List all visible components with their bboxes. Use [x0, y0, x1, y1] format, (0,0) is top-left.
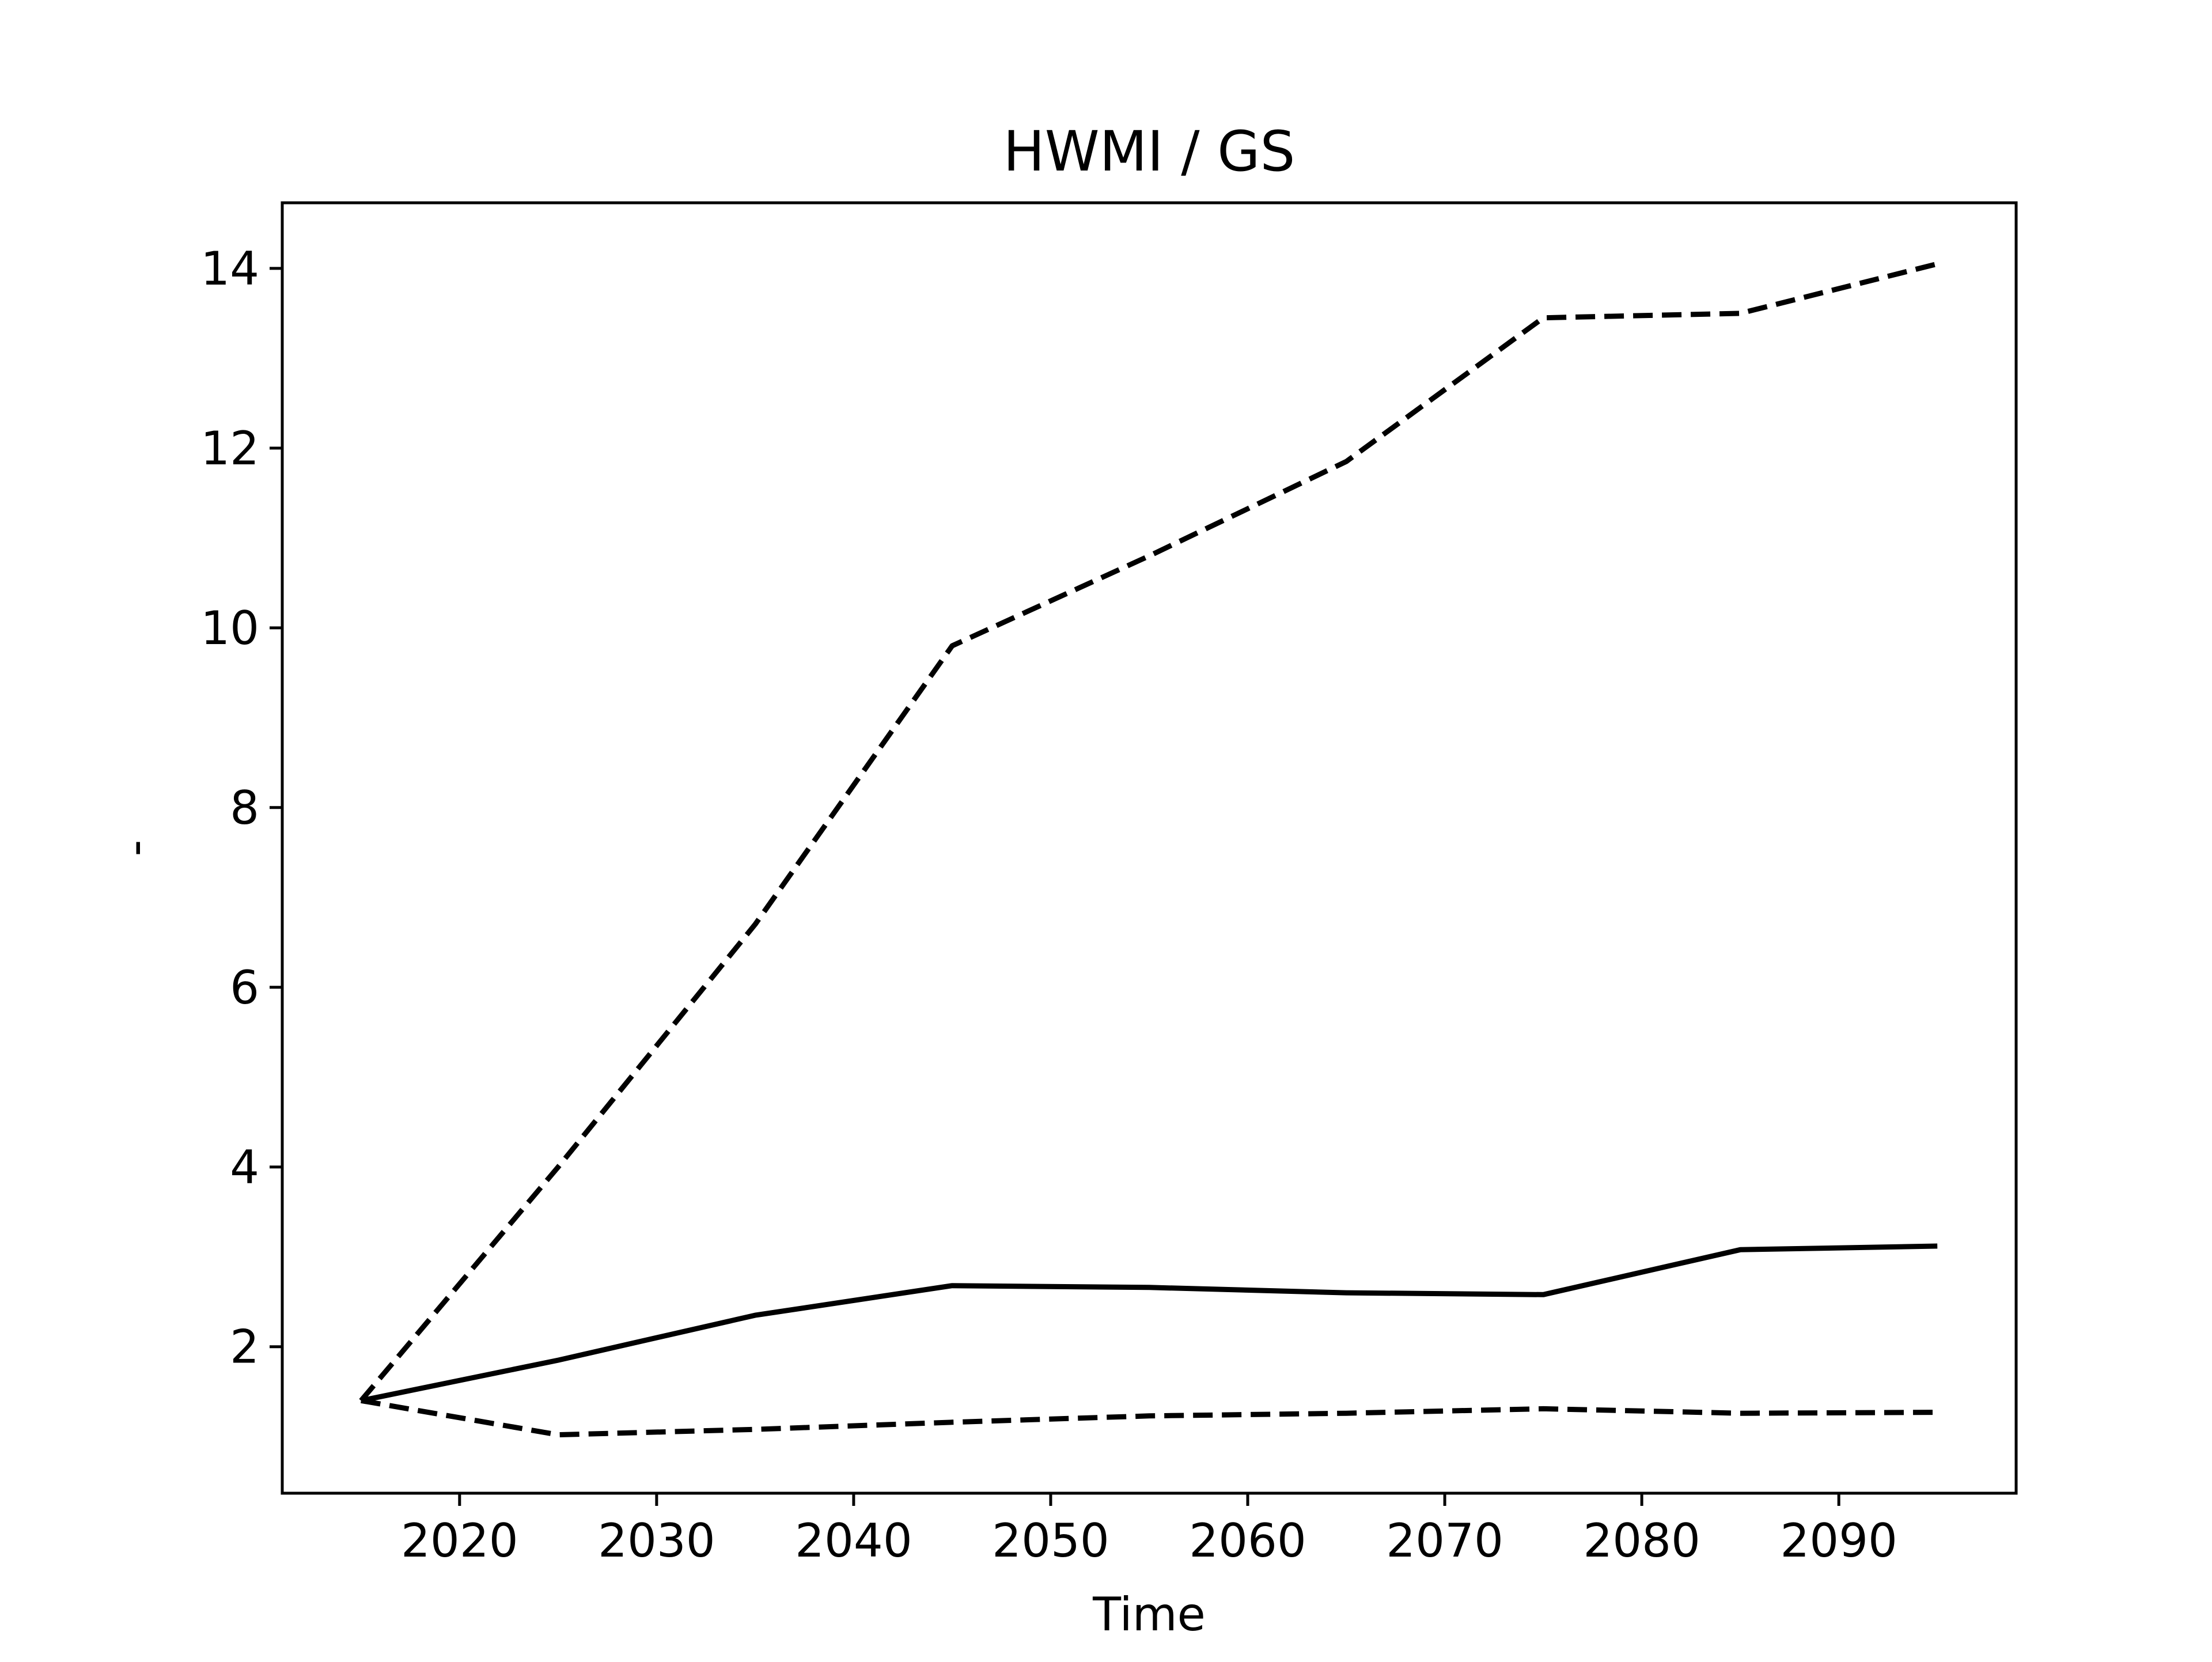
chart-title: HWMI / GS: [1003, 119, 1296, 184]
x-tick-label: 2060: [1189, 1514, 1306, 1568]
plot-area: [359, 261, 1938, 1438]
plot-frame: [281, 201, 2018, 1495]
y-tick-label: 10: [200, 601, 259, 655]
x-tick-label: 2040: [795, 1514, 912, 1568]
x-tick-label: 2050: [992, 1514, 1109, 1568]
x-axis-ticks: 2020 2030 2040 2050 2060 2070 2080 2090: [401, 1493, 1897, 1568]
x-axis-label: Time: [1092, 1588, 1206, 1641]
x-tick-label: 2080: [1583, 1514, 1700, 1568]
series-line-1: [360, 1243, 1938, 1403]
y-axis-ticks: 2 4 6 8 10 12 14: [200, 242, 282, 1374]
x-tick-label: 2020: [401, 1514, 518, 1568]
x-tick-label: 2090: [1780, 1514, 1897, 1568]
y-tick-label: 8: [230, 781, 259, 835]
y-tick-label: 14: [200, 242, 259, 296]
y-tick-label: 2: [230, 1320, 259, 1374]
y-tick-label: 12: [200, 422, 259, 475]
series-line-3: [361, 1398, 1938, 1438]
y-tick-label: 4: [230, 1141, 259, 1194]
x-tick-label: 2030: [598, 1514, 715, 1568]
x-tick-label: 2070: [1386, 1514, 1503, 1568]
y-tick-label: 6: [230, 961, 259, 1014]
y-axis-label: -: [108, 840, 162, 857]
series-line-2: [359, 261, 1938, 1403]
